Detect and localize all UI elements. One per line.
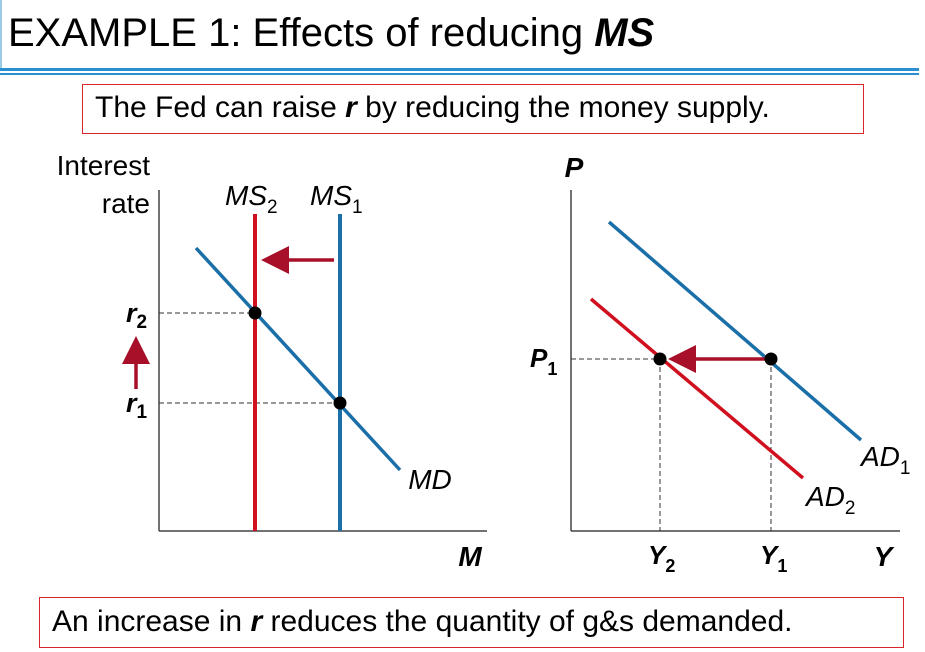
ad-diagram: P Y AD1 AD2 P1 Y2 Y1 xyxy=(530,152,910,576)
top-note-emphasis: r xyxy=(345,91,357,124)
bottom-note-emphasis: r xyxy=(250,605,263,638)
bottom-note-after: reduces the quantity of g&s demanded. xyxy=(262,605,793,638)
title-rule-thick xyxy=(0,68,919,71)
r2-label-base: r xyxy=(126,298,138,328)
top-note-box: The Fed can raise r by reducing the mone… xyxy=(82,84,864,134)
ms2-label-sub: 2 xyxy=(267,197,278,218)
money-y-axis-label-line2: rate xyxy=(102,188,150,219)
y1-label-sub: 1 xyxy=(777,556,787,576)
md-curve xyxy=(194,246,402,472)
ad1-label: AD1 xyxy=(859,441,910,479)
ad1-label-sub: 1 xyxy=(900,458,911,479)
p1-label-base: P xyxy=(530,343,548,373)
ms2-label-base: MS xyxy=(225,180,267,211)
ad-x-axis-label: Y xyxy=(874,541,895,572)
p1-label: P1 xyxy=(530,343,557,379)
y1-label: Y1 xyxy=(760,540,787,576)
bottom-note-before: An increase in xyxy=(52,605,251,638)
ad1-curve xyxy=(607,220,863,442)
top-note-after: by reducing the money supply. xyxy=(356,91,770,124)
y2-label-base: Y xyxy=(648,540,668,570)
ad2-label-base: AD xyxy=(804,481,845,512)
r2-label-sub: 2 xyxy=(137,312,148,333)
ad1-label-base: AD xyxy=(859,441,900,472)
title-prefix: EXAMPLE 1: Effects of reducing xyxy=(8,11,595,55)
r1-label-base: r xyxy=(126,388,138,418)
ad2-point xyxy=(653,352,667,366)
top-note-before: The Fed can raise xyxy=(95,91,346,124)
md-label: MD xyxy=(408,464,452,495)
y2-label-sub: 2 xyxy=(665,556,675,576)
r1-label-sub: 1 xyxy=(137,402,148,423)
ms1-label: MS1 xyxy=(310,180,363,218)
title-emphasis: MS xyxy=(594,11,655,55)
equilibrium-r1-point xyxy=(333,396,347,410)
y2-label: Y2 xyxy=(648,540,675,576)
ad2-curve xyxy=(589,297,805,480)
ad2-label-sub: 2 xyxy=(845,498,856,519)
ad2-label: AD2 xyxy=(804,481,855,519)
ad-y-axis-label: P xyxy=(565,152,584,183)
ms1-label-base: MS xyxy=(310,180,352,211)
equilibrium-r2-point xyxy=(248,306,262,320)
ms2-label: MS2 xyxy=(225,180,278,218)
money-x-axis-label: M xyxy=(458,541,482,572)
bottom-note-box: An increase in r reduces the quantity of… xyxy=(39,597,904,648)
money-market-diagram: Interest rate M MD MS2 MS1 r2 r1 xyxy=(57,150,487,572)
ad1-point xyxy=(764,352,778,366)
slide-title: EXAMPLE 1: Effects of reducing MS xyxy=(8,8,654,58)
p1-label-sub: 1 xyxy=(547,359,557,379)
title-rule-thin xyxy=(0,73,919,75)
r2-label: r2 xyxy=(126,298,147,333)
title-edge-accent xyxy=(0,0,2,70)
money-y-axis-label-line1: Interest xyxy=(57,150,151,181)
ms1-label-sub: 1 xyxy=(352,197,363,218)
y1-label-base: Y xyxy=(760,540,780,570)
r1-label: r1 xyxy=(126,388,148,423)
